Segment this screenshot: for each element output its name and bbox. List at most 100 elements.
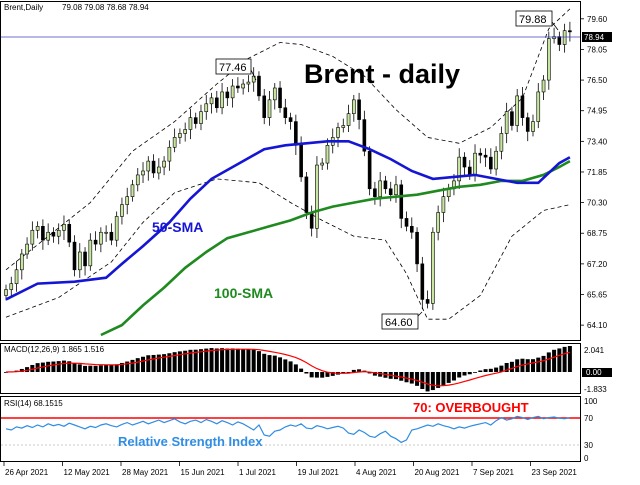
candle	[130, 179, 135, 202]
candle	[246, 75, 251, 93]
candle	[209, 92, 214, 114]
macd-bar	[473, 372, 478, 373]
candle	[409, 217, 414, 239]
macd-bar	[56, 361, 61, 372]
candle	[499, 126, 504, 160]
price-tick-label: 68.75	[587, 229, 608, 238]
macd-bar	[515, 359, 520, 372]
candle	[225, 87, 230, 106]
candle	[515, 88, 519, 133]
candle	[525, 112, 530, 142]
macd-bar	[98, 365, 103, 372]
candle	[62, 215, 66, 240]
macd-bar	[230, 348, 235, 372]
candle	[9, 276, 14, 297]
candle	[230, 79, 235, 108]
macd-bar	[30, 364, 35, 372]
bollinger-bands	[5, 8, 571, 320]
price-tick-label: 79.60	[587, 15, 608, 24]
price-tick-label: 67.20	[587, 260, 608, 269]
candle	[278, 81, 282, 113]
macd-histogram	[4, 346, 572, 392]
candle	[114, 211, 119, 247]
low-aug-label: 64.60	[385, 317, 413, 329]
candle	[325, 138, 330, 170]
candle	[220, 83, 224, 115]
macd-bar	[546, 352, 551, 372]
candle	[378, 171, 382, 207]
macd-bar	[72, 363, 77, 372]
candle	[304, 171, 309, 220]
candle	[320, 158, 325, 170]
candle	[394, 175, 398, 203]
macd-bar	[372, 372, 377, 376]
time-tick-label: 20 Aug 2021	[415, 468, 460, 477]
macd-bar	[125, 361, 130, 372]
macd-label: MACD(12,26,9) 1.865 1.516	[4, 345, 105, 354]
candle	[4, 284, 8, 301]
time-tick-label: 12 May 2021	[64, 468, 111, 477]
candle	[315, 156, 319, 238]
macd-bar	[278, 357, 283, 372]
macd-tick-zero: 0.00	[586, 368, 602, 377]
candle	[420, 256, 425, 310]
candle	[99, 227, 103, 253]
macd-zero-badge	[582, 368, 612, 377]
candle	[215, 90, 219, 113]
time-tick-label: 28 May 2021	[122, 468, 169, 477]
macd-bar	[430, 372, 435, 391]
candle	[562, 23, 567, 53]
sma100-annotation: 100-SMA	[214, 285, 273, 301]
macd-bar	[119, 362, 124, 372]
macd-bar	[256, 351, 261, 372]
chart-title: Brent - daily	[304, 59, 460, 89]
macd-signal-line	[5, 348, 571, 387]
candle	[183, 122, 187, 142]
candle	[167, 140, 172, 171]
rsi-tick-70: 70	[584, 414, 593, 423]
macd-bar	[172, 352, 177, 372]
sma50-annotation: 50-SMA	[152, 219, 203, 235]
candle	[399, 179, 404, 229]
candle	[272, 83, 277, 110]
macd-bar	[494, 367, 499, 372]
macd-bar	[536, 357, 541, 372]
candle	[135, 168, 140, 192]
price-tick-label: 64.10	[587, 321, 608, 330]
macd-bar	[462, 372, 467, 376]
low-aug-callout: 64.60	[381, 311, 423, 330]
macd-bar	[19, 368, 24, 372]
rsi-line	[5, 415, 571, 444]
macd-bar	[77, 364, 82, 372]
candle	[478, 148, 483, 164]
candle	[77, 243, 82, 278]
macd-bar	[109, 365, 114, 372]
candle	[157, 158, 161, 180]
candle	[72, 235, 77, 277]
candle	[14, 260, 19, 292]
candle	[457, 148, 462, 189]
macd-bar	[531, 359, 535, 372]
moving-averages	[5, 140, 571, 337]
macd-bar	[4, 372, 8, 373]
macd-bar	[399, 372, 404, 381]
macd-bar	[67, 361, 72, 372]
bollinger-upper-band	[5, 8, 571, 271]
macd-bar	[262, 353, 267, 372]
time-tick-label: 15 Jun 2021	[181, 468, 226, 477]
macd-bar	[378, 372, 383, 377]
candle	[20, 249, 24, 280]
candle	[193, 112, 198, 129]
candle	[462, 152, 467, 177]
macd-bar	[288, 361, 293, 372]
macd-bar	[425, 372, 430, 392]
current-price-label: 78.94	[584, 33, 605, 42]
candle	[120, 197, 124, 225]
candle	[262, 88, 267, 125]
candle	[383, 175, 388, 194]
candle	[425, 290, 430, 309]
macd-bar	[104, 365, 109, 372]
price-tick-label: 65.65	[587, 291, 608, 300]
